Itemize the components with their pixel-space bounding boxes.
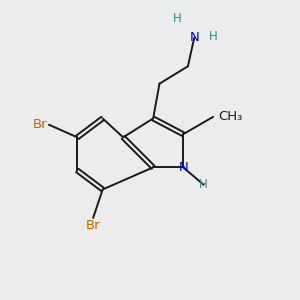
Text: H: H xyxy=(199,178,208,191)
Text: CH₃: CH₃ xyxy=(218,110,242,123)
Text: N: N xyxy=(178,161,188,174)
Text: H: H xyxy=(209,30,218,43)
Text: Br: Br xyxy=(33,118,47,131)
Text: Br: Br xyxy=(86,220,101,232)
Text: H: H xyxy=(172,12,181,26)
Text: N: N xyxy=(189,32,199,44)
